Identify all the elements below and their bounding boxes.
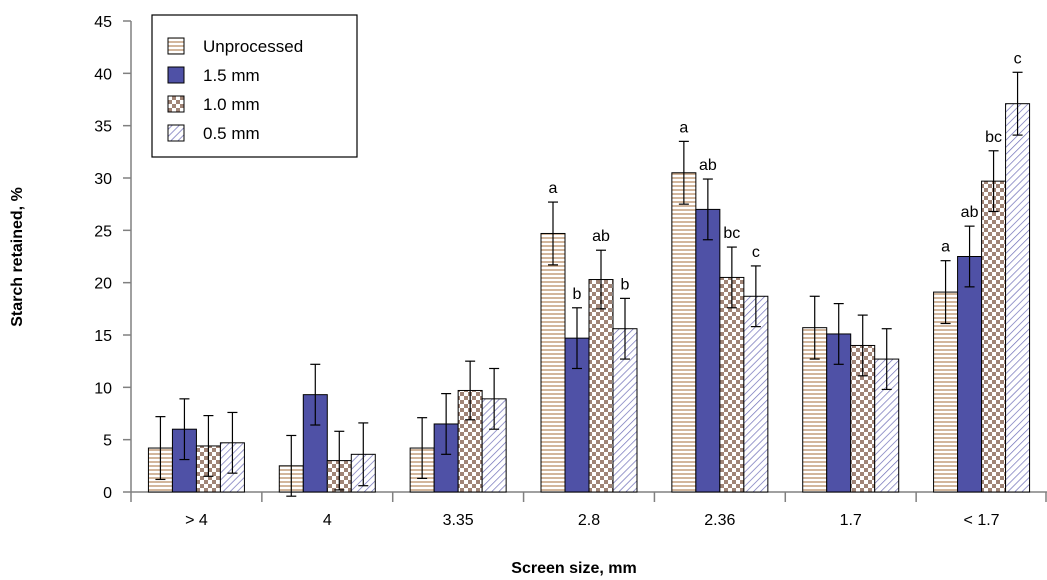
significance-label: c [1014, 50, 1022, 67]
y-axis-title: Starch retained, % [9, 187, 26, 327]
x-tick-label: > 4 [185, 512, 208, 529]
significance-label: ab [592, 228, 610, 245]
significance-label: a [941, 239, 950, 256]
y-axis: 0 5 10 15 20 25 30 35 40 45 [94, 14, 132, 502]
x-tick-label: 2.8 [578, 512, 600, 529]
y-tick-label: 0 [103, 485, 112, 502]
significance-label: b [573, 286, 582, 303]
legend-swatch [167, 37, 185, 55]
bar [695, 208, 721, 493]
legend-label: 1.5 mm [203, 66, 260, 85]
y-tick-label: 40 [94, 66, 112, 83]
legend-swatch [167, 66, 185, 84]
bar [719, 276, 745, 493]
significance-label: a [679, 119, 688, 136]
bar [540, 232, 566, 493]
significance-label: b [621, 276, 630, 293]
x-tick-label: < 1.7 [964, 512, 1000, 529]
bar [1005, 103, 1031, 493]
y-tick-label: 30 [94, 171, 112, 188]
legend: Unprocessed 1.5 mm 1.0 mm 0.5 mm [151, 14, 358, 158]
legend-label: 1.0 mm [203, 95, 260, 114]
bars-group [147, 103, 1031, 493]
significance-label: c [752, 244, 760, 261]
bar [671, 172, 697, 493]
significance-label: bc [723, 225, 740, 242]
bar [957, 256, 983, 493]
bar [981, 180, 1007, 493]
x-tick-label: 1.7 [840, 512, 862, 529]
y-tick-label: 10 [94, 380, 112, 397]
legend-swatch [167, 124, 185, 142]
significance-label: ab [961, 204, 979, 221]
x-tick-label: 2.36 [704, 512, 735, 529]
legend-swatch [167, 95, 185, 113]
y-tick-label: 35 [94, 119, 112, 136]
bar [588, 279, 614, 493]
y-tick-label: 45 [94, 14, 112, 31]
x-tick-label: 4 [323, 512, 332, 529]
significance-label: bc [985, 129, 1002, 146]
y-tick-label: 15 [94, 328, 112, 345]
legend-box [151, 14, 358, 158]
bar [743, 295, 769, 493]
legend-label: Unprocessed [203, 37, 303, 56]
y-tick-label: 20 [94, 276, 112, 293]
y-tick-label: 25 [94, 223, 112, 240]
x-axis: > 4 4 3.35 2.8 2.36 1.7 < 1.7 [130, 491, 1047, 529]
legend-label: 0.5 mm [203, 124, 260, 143]
significance-label: ab [699, 157, 717, 174]
significance-label: a [549, 180, 558, 197]
error-bars-group [155, 71, 1023, 497]
y-tick-label: 5 [103, 433, 112, 450]
x-tick-label: 3.35 [443, 512, 474, 529]
x-axis-title: Screen size, mm [511, 560, 636, 577]
